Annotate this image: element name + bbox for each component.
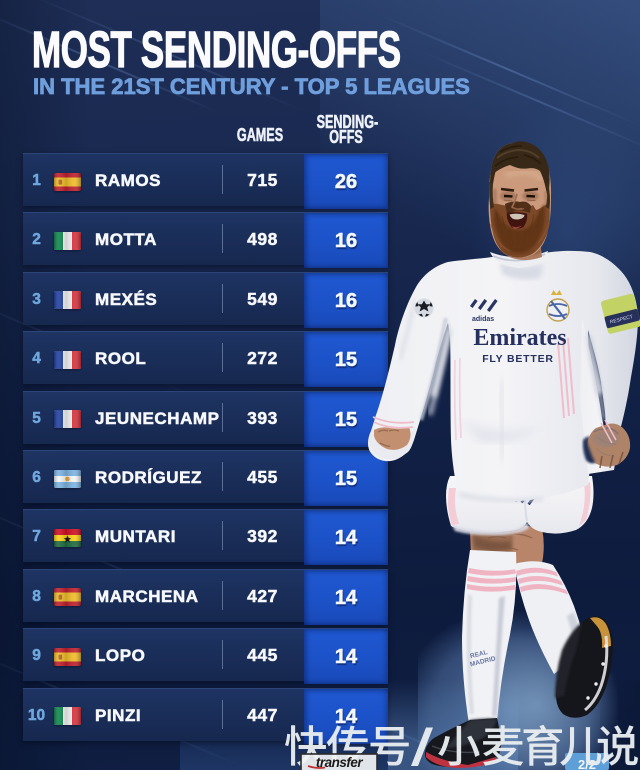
svg-text:adidas: adidas xyxy=(472,316,494,323)
svg-text:RESPECT: RESPECT xyxy=(609,314,633,326)
svg-text:transfer: transfer xyxy=(316,755,364,770)
svg-text:REAL: REAL xyxy=(469,649,488,660)
svg-text:Emirates: Emirates xyxy=(473,325,566,351)
svg-text:FLY BETTER: FLY BETTER xyxy=(482,353,554,365)
